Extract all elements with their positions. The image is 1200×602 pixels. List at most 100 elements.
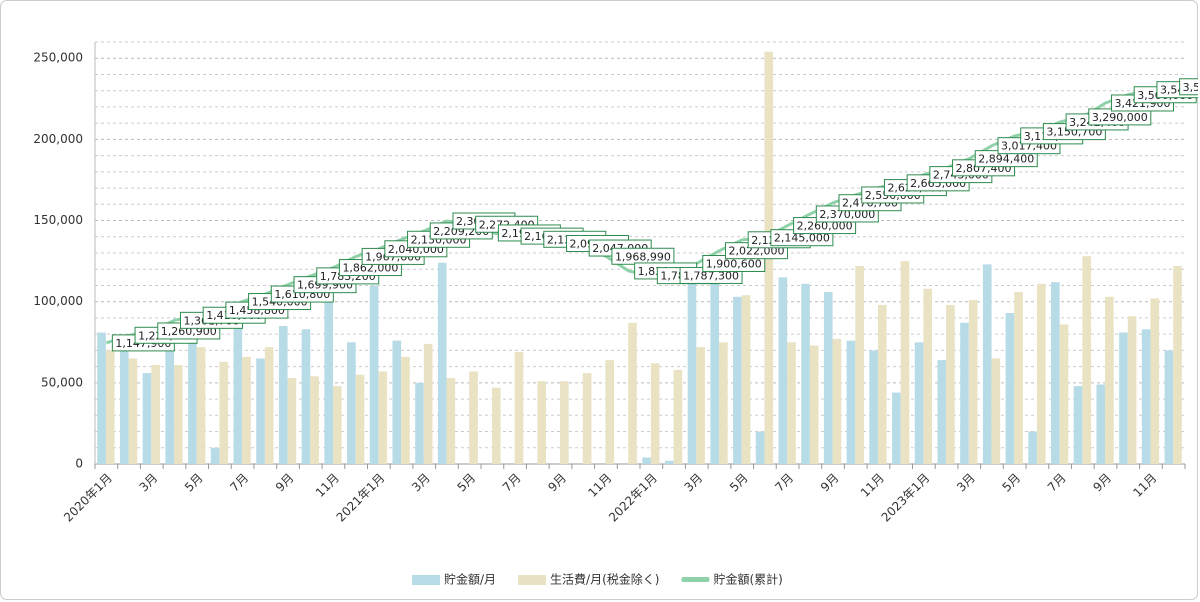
bar — [378, 371, 388, 464]
bar — [415, 382, 424, 464]
bar — [355, 374, 365, 464]
value-label: 1,900,600 — [702, 254, 766, 272]
bar — [287, 377, 297, 464]
bar — [514, 352, 524, 464]
bar — [991, 358, 1001, 464]
bar — [846, 340, 856, 464]
bar — [778, 277, 788, 464]
value-label: 2,145,000 — [770, 229, 834, 247]
bar — [628, 322, 637, 464]
value-label-text: 2,370,000 — [819, 208, 875, 221]
legend-label: 貯金額(累計) — [713, 572, 782, 587]
legend-swatch — [518, 575, 547, 585]
y-tick-label: 250,000 — [33, 51, 83, 65]
bar — [142, 373, 152, 464]
bar — [787, 342, 796, 464]
value-label: 2,894,400 — [974, 150, 1038, 168]
value-label-text: 2,260,000 — [797, 220, 853, 233]
bar — [832, 339, 842, 464]
bar — [301, 329, 311, 464]
bar — [278, 326, 288, 464]
bar — [105, 350, 115, 464]
bar — [1028, 431, 1037, 464]
value-label-text: 2,894,400 — [978, 153, 1034, 166]
value-label-text: 1,787,300 — [683, 269, 739, 282]
legend-label: 生活費/月(税金除く) — [550, 572, 659, 587]
legend-swatch — [681, 577, 710, 582]
bar — [347, 342, 356, 464]
bar — [332, 386, 342, 464]
bar — [1036, 283, 1046, 464]
value-label-text: 3,290,000 — [1092, 111, 1148, 124]
bar — [741, 295, 751, 464]
bar — [823, 291, 833, 464]
bar — [392, 340, 402, 464]
value-label-text: 2,145,000 — [774, 232, 830, 245]
bar — [491, 387, 501, 464]
bar — [1082, 256, 1091, 464]
bar — [446, 377, 456, 464]
bar — [219, 361, 229, 464]
bar — [982, 264, 992, 464]
bar — [914, 342, 924, 464]
y-tick-label: 0 — [75, 457, 83, 471]
bar — [128, 358, 138, 464]
y-tick-label: 50,000 — [41, 375, 83, 389]
bar — [369, 285, 379, 464]
bar — [960, 322, 969, 464]
bar — [1141, 329, 1151, 464]
bar — [560, 381, 569, 464]
bar — [1005, 313, 1015, 464]
bar — [310, 376, 319, 464]
y-tick-label: 150,000 — [33, 213, 83, 227]
bar — [892, 392, 901, 464]
bar — [1127, 316, 1137, 464]
bar — [1051, 282, 1060, 464]
bar — [923, 288, 933, 464]
bar — [423, 343, 433, 464]
bar — [855, 265, 864, 464]
bar — [1014, 291, 1023, 464]
bar — [1173, 265, 1182, 464]
bar — [233, 327, 243, 464]
value-label: 1,968,990 — [611, 247, 675, 265]
bar — [582, 373, 592, 464]
value-label: 3,575,600 — [1179, 78, 1198, 96]
value-label-box — [1179, 78, 1198, 96]
bar — [710, 275, 720, 464]
bar — [1150, 298, 1160, 464]
bar — [1059, 324, 1069, 464]
bar — [174, 364, 183, 464]
bar — [900, 261, 910, 464]
bar — [605, 360, 615, 464]
bar — [119, 347, 129, 464]
bar — [256, 358, 265, 464]
y-tick-label: 100,000 — [33, 294, 83, 308]
bar — [877, 304, 887, 464]
bar — [696, 347, 705, 464]
bar — [719, 342, 728, 464]
bar — [869, 350, 878, 464]
bar — [196, 347, 206, 464]
bar — [210, 447, 220, 464]
bar — [1073, 386, 1083, 464]
bar — [151, 364, 160, 464]
bar — [188, 340, 197, 464]
bar — [801, 283, 810, 464]
legend-swatch — [412, 575, 440, 585]
bar — [1096, 384, 1106, 464]
value-label-text: 1,968,990 — [615, 250, 671, 263]
bar — [537, 381, 546, 464]
bar — [264, 347, 274, 464]
bar — [673, 369, 683, 464]
bar — [469, 371, 478, 464]
bar — [1164, 350, 1174, 464]
value-label-text: 1,900,600 — [706, 257, 762, 270]
bar — [755, 431, 765, 464]
y-tick-label: 200,000 — [33, 132, 83, 146]
bar — [937, 360, 947, 464]
bar — [642, 457, 651, 464]
bar — [165, 350, 175, 464]
legend-label: 貯金額/月 — [444, 572, 496, 587]
